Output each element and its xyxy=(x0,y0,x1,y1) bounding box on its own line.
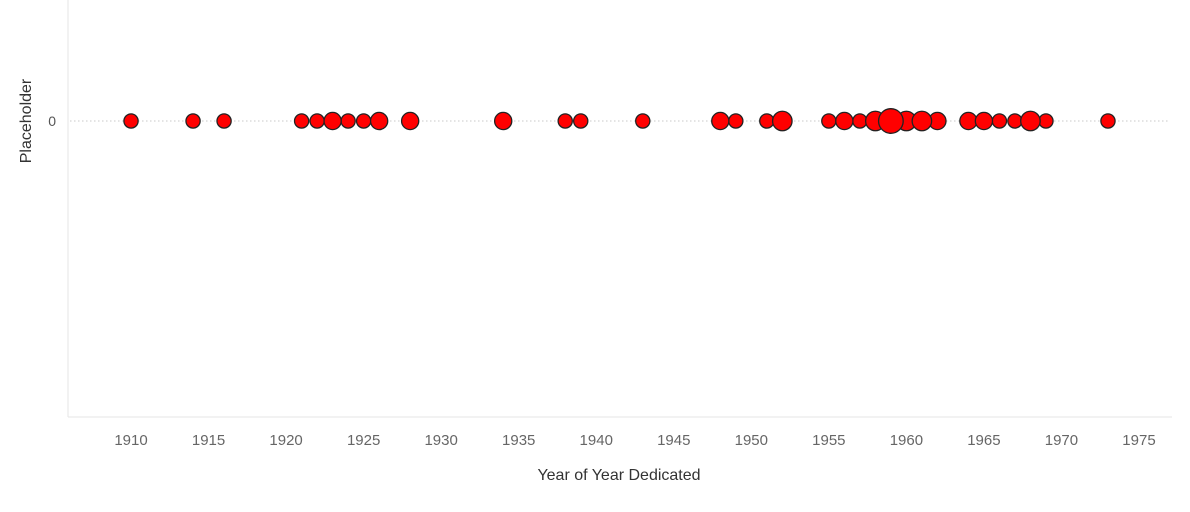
data-point[interactable] xyxy=(493,111,513,131)
x-axis-title: Year of Year Dedicated xyxy=(537,467,700,484)
data-point[interactable] xyxy=(355,113,372,129)
data-point[interactable] xyxy=(557,113,573,129)
data-point[interactable] xyxy=(635,113,651,129)
x-tick-label: 1930 xyxy=(424,432,457,449)
data-point[interactable] xyxy=(1100,113,1116,129)
x-tick-label: 1955 xyxy=(812,432,845,449)
data-point[interactable] xyxy=(572,113,589,129)
data-point[interactable] xyxy=(835,111,854,131)
x-tick-label: 1950 xyxy=(735,432,768,449)
data-point[interactable] xyxy=(340,113,356,129)
data-markers xyxy=(123,108,1116,134)
data-point[interactable] xyxy=(711,111,730,131)
x-tick-label: 1965 xyxy=(967,432,1000,449)
data-point[interactable] xyxy=(1038,113,1054,129)
data-point[interactable] xyxy=(1020,110,1041,132)
data-point[interactable] xyxy=(821,113,837,129)
x-axis-ticks: 1910 1915 1920 1925 1930 1935 1940 1945 1950 1955… xyxy=(114,432,1155,449)
data-point[interactable] xyxy=(959,111,978,131)
data-point[interactable] xyxy=(911,110,933,132)
x-tick-label: 1960 xyxy=(890,432,923,449)
x-tick-label: 1975 xyxy=(1122,432,1155,449)
data-point[interactable] xyxy=(991,113,1008,129)
data-point[interactable] xyxy=(323,111,342,131)
data-point[interactable] xyxy=(369,111,389,131)
data-point[interactable] xyxy=(216,113,232,129)
data-point[interactable] xyxy=(400,111,420,131)
x-tick-label: 1945 xyxy=(657,432,690,449)
y-axis-ticks: 0 xyxy=(48,113,56,129)
data-point[interactable] xyxy=(728,113,744,129)
x-tick-label: 1940 xyxy=(580,432,613,449)
data-point[interactable] xyxy=(759,113,775,129)
data-point[interactable] xyxy=(185,113,201,129)
data-point[interactable] xyxy=(1007,113,1023,129)
data-point[interactable] xyxy=(309,113,325,129)
x-tick-label: 1935 xyxy=(502,432,535,449)
data-point[interactable] xyxy=(771,110,793,132)
x-tick-label: 1970 xyxy=(1045,432,1078,449)
y-tick-label: 0 xyxy=(48,113,56,129)
y-axis-title: Placeholder xyxy=(18,78,35,163)
data-point[interactable] xyxy=(123,113,139,129)
data-point[interactable] xyxy=(852,113,868,129)
x-tick-label: 1910 xyxy=(114,432,147,449)
x-tick-label: 1920 xyxy=(269,432,302,449)
data-point[interactable] xyxy=(974,111,994,131)
x-tick-label: 1925 xyxy=(347,432,380,449)
data-point[interactable] xyxy=(293,113,310,129)
x-tick-label: 1915 xyxy=(192,432,225,449)
data-point[interactable] xyxy=(877,108,904,134)
